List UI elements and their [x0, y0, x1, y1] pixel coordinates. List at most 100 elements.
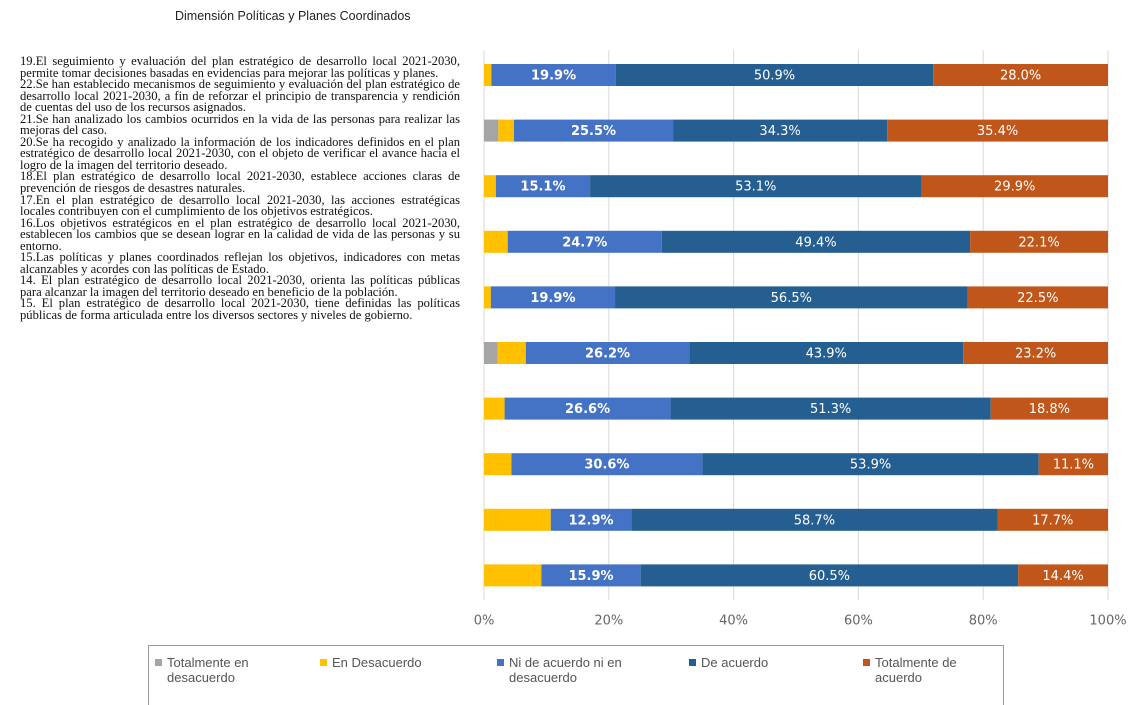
value-label: 58.7%	[794, 513, 835, 528]
value-label: 17.7%	[1032, 513, 1073, 528]
bar-segment	[615, 64, 934, 86]
bar-segment	[702, 453, 1039, 476]
value-label: 18.8%	[1029, 402, 1070, 417]
x-tick-label: 0%	[474, 614, 495, 629]
value-label: 29.9%	[994, 180, 1035, 195]
x-tick-label: 20%	[594, 614, 623, 629]
bar-segment	[1038, 453, 1108, 476]
legend-label: De acuerdo	[701, 655, 769, 670]
bar-segment	[670, 397, 991, 420]
bar-segment	[484, 453, 512, 476]
value-label: 49.4%	[795, 235, 836, 250]
bar-segment	[967, 286, 1108, 309]
category-label: 18.El plan estratégico de desarrollo loc…	[20, 169, 460, 196]
value-label: 34.3%	[759, 124, 800, 139]
bar-segment	[513, 119, 674, 142]
bar-segment	[689, 342, 964, 364]
category-label: 19.El seguimiento y evaluación del plan …	[20, 54, 460, 80]
value-label: 56.5%	[771, 291, 812, 306]
legend: Totalmente en desacuerdo En Desacuerdo Ni …	[148, 645, 1004, 705]
legend-item: En Desacuerdo	[320, 655, 440, 670]
value-label: 26.2%	[585, 347, 630, 362]
bar-segment	[497, 342, 526, 364]
value-label: 14.4%	[1042, 569, 1083, 584]
legend-swatch	[155, 659, 162, 666]
bar-segment	[507, 230, 662, 253]
bar-segment	[484, 508, 551, 531]
value-label: 22.1%	[1018, 235, 1059, 250]
value-label: 23.2%	[1015, 347, 1056, 362]
legend-swatch	[320, 659, 327, 666]
legend-swatch	[863, 659, 870, 666]
value-label: 15.1%	[520, 180, 565, 195]
value-label: 53.9%	[850, 458, 891, 473]
legend-label: Ni de acuerdo ni en desacuerdo	[509, 655, 622, 685]
category-label: 17.En el plan estratégico de desarrollo …	[20, 192, 460, 219]
value-label: 60.5%	[809, 569, 850, 584]
bar-segment	[484, 397, 505, 420]
bar-segment	[640, 564, 1019, 587]
category-label: 16.Los objetivos estratégicos en el plan…	[20, 215, 460, 253]
value-label: 30.6%	[584, 458, 629, 473]
bar-segment	[970, 230, 1108, 253]
value-label: 26.6%	[565, 402, 610, 417]
bar-segment	[498, 119, 514, 142]
bar-segment	[673, 119, 888, 142]
bar-segment	[933, 64, 1108, 86]
bar-segment	[495, 175, 591, 198]
category-labels: 19.El seguimiento y evaluación del plan …	[20, 54, 460, 323]
bar-segment	[484, 564, 542, 587]
x-tick-label: 100%	[1089, 614, 1126, 629]
bar-segment	[484, 175, 496, 198]
value-label: 25.5%	[571, 124, 616, 139]
chart-title: Dimensión Políticas y Planes Coordinados	[175, 9, 411, 23]
bar-segment	[504, 397, 671, 420]
bar-segment	[997, 508, 1108, 531]
bar-segment	[525, 342, 690, 364]
bar-segment	[491, 64, 616, 86]
bar-segment	[550, 508, 632, 531]
bar-segment	[484, 119, 499, 142]
legend-label: En Desacuerdo	[332, 655, 422, 670]
value-label: 50.9%	[754, 69, 795, 84]
bar-segment	[887, 119, 1108, 142]
bar-segment	[511, 453, 703, 476]
legend-label: Totalmente de acuerdo	[875, 655, 957, 685]
value-label: 24.7%	[562, 235, 607, 250]
bar-segment	[1018, 564, 1108, 587]
category-label: 14. El plan estratégico de desarrollo lo…	[20, 273, 460, 299]
value-label: 35.4%	[977, 124, 1018, 139]
value-label: 28.0%	[1000, 69, 1041, 84]
value-label: 11.1%	[1053, 458, 1094, 473]
bar-segment	[615, 286, 968, 309]
legend-item: Totalmente en desacuerdo	[155, 655, 250, 685]
legend-item: De acuerdo	[689, 655, 809, 670]
value-label: 19.9%	[530, 291, 575, 306]
value-label: 19.9%	[531, 69, 576, 84]
bar-segment	[661, 230, 971, 253]
bar-segment	[963, 342, 1108, 364]
bar-segment	[484, 286, 491, 309]
bar-segment	[490, 286, 616, 309]
bar-segment	[590, 175, 922, 198]
value-label: 12.9%	[568, 513, 613, 528]
legend-item: Totalmente de acuerdo	[863, 655, 958, 685]
category-label: 22.Se han establecido mecanismos de segu…	[20, 77, 460, 115]
category-label: 15.Las políticas y planes coordinados re…	[20, 250, 460, 276]
value-label: 51.3%	[810, 402, 851, 417]
x-tick-label: 60%	[844, 614, 873, 629]
bar-segment	[990, 397, 1108, 420]
legend-label: Totalmente en desacuerdo	[167, 655, 249, 685]
bar-segment	[484, 230, 508, 253]
category-label: 15. El plan estratégico de desarrollo lo…	[20, 296, 460, 323]
x-tick-label: 80%	[969, 614, 998, 629]
category-label: 21.Se han analizado los cambios ocurrido…	[20, 111, 460, 138]
bar-segment	[541, 564, 641, 587]
value-label: 53.1%	[735, 180, 776, 195]
bar-segment	[484, 342, 498, 364]
value-label: 15.9%	[568, 569, 613, 584]
bar-segment	[631, 508, 998, 531]
legend-swatch	[689, 659, 696, 666]
